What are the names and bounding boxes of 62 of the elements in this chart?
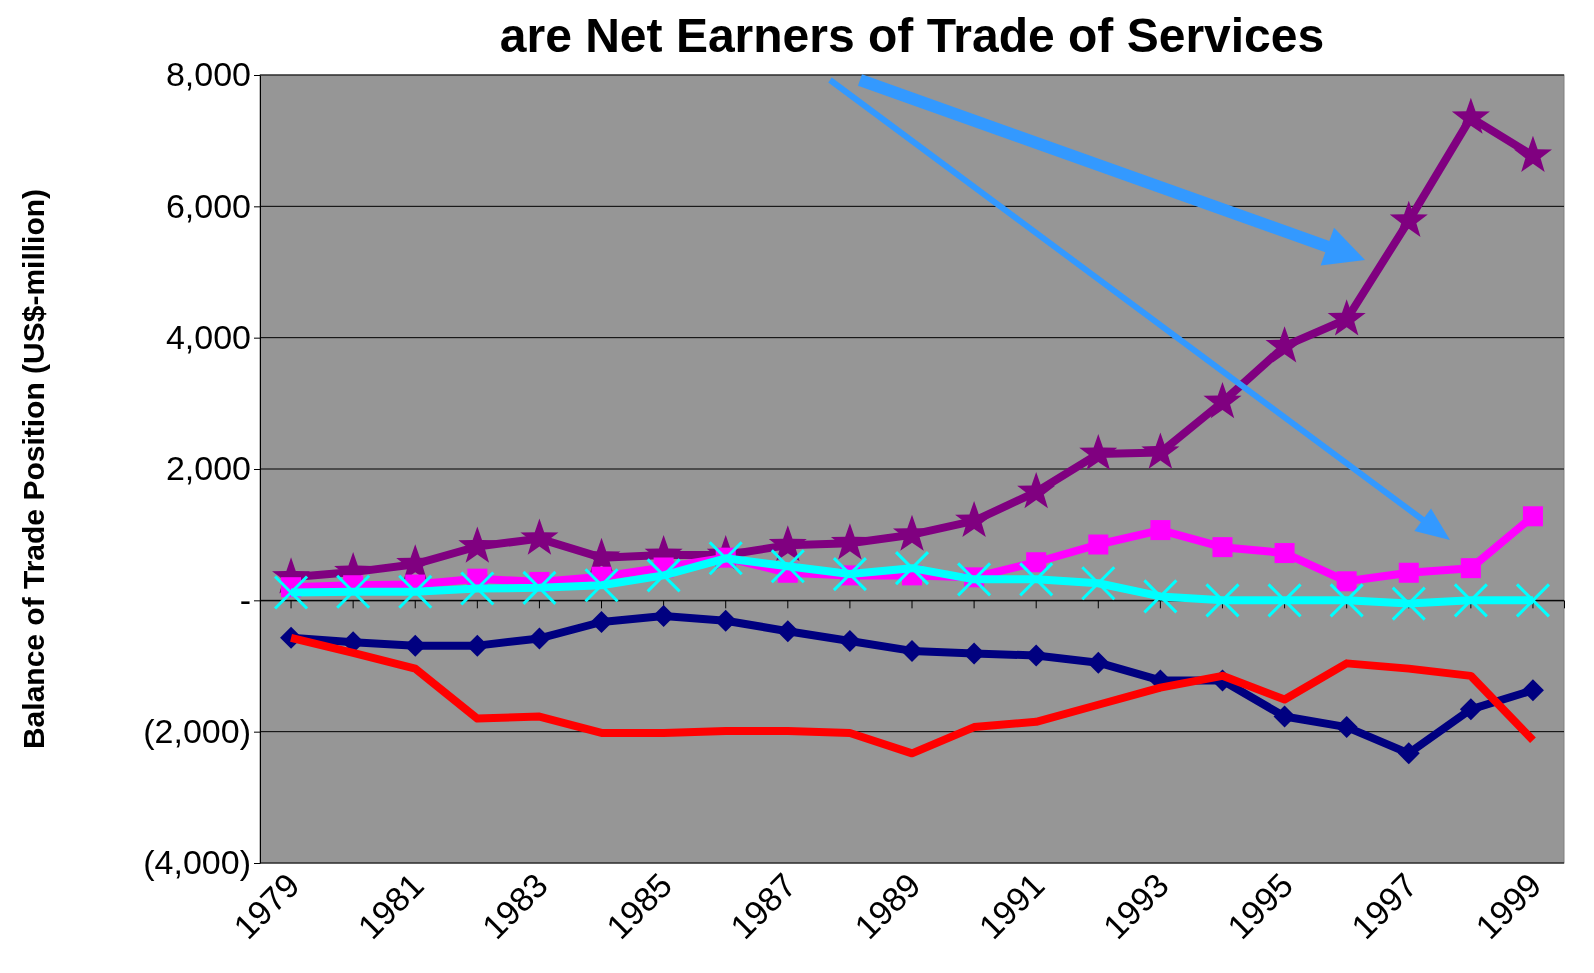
point: [1203, 382, 1242, 419]
point: [520, 518, 559, 555]
point: [1389, 200, 1428, 237]
point: [1336, 571, 1357, 592]
point: [335, 574, 371, 610]
point: [584, 567, 620, 603]
point: [1080, 565, 1116, 601]
y-tick-label: 8,000: [165, 55, 251, 94]
y-tick-label: 2,000: [165, 449, 251, 488]
point: [1391, 586, 1427, 622]
point: [1026, 552, 1047, 573]
point: [1327, 299, 1366, 336]
point: [832, 556, 868, 592]
point: [768, 525, 807, 562]
point: [1515, 582, 1551, 618]
y-axis-title: Balance of Trade Position (US$-million): [17, 188, 50, 750]
y-tick-label: -: [239, 580, 251, 619]
point: [1017, 471, 1056, 509]
y-tick-label: 6,000: [165, 186, 251, 225]
point: [1142, 578, 1178, 614]
point: [397, 574, 433, 610]
point: [1018, 561, 1054, 597]
point: [1513, 135, 1552, 172]
point: [1212, 537, 1233, 558]
point: [521, 570, 557, 606]
point: [1329, 582, 1365, 618]
point: [528, 627, 551, 650]
point: [646, 557, 682, 593]
point: [838, 630, 861, 653]
point: [459, 571, 495, 607]
point: [776, 620, 799, 643]
point: [1204, 582, 1240, 618]
y-tick-label: 4,000: [165, 318, 251, 357]
point: [1397, 742, 1420, 765]
point: [1398, 562, 1419, 583]
point: [956, 561, 992, 597]
point: [273, 574, 309, 610]
point: [1150, 520, 1171, 541]
point: [830, 523, 869, 560]
point: [652, 605, 675, 628]
point: [894, 550, 930, 586]
point: [1522, 506, 1543, 527]
point: [1459, 698, 1482, 721]
point: [1088, 534, 1109, 555]
point: [1273, 705, 1296, 728]
point: [1087, 651, 1110, 674]
point: [1079, 433, 1118, 471]
point: [1451, 97, 1490, 134]
y-tick-label: (2,000): [143, 712, 251, 751]
point: [770, 548, 806, 584]
point: [1460, 558, 1481, 579]
point: [1025, 644, 1048, 667]
chart-title: are Net Earners of Trade of Services: [499, 9, 1325, 62]
point: [901, 639, 923, 662]
point: [590, 611, 613, 633]
point: [1267, 582, 1303, 618]
point: [1141, 432, 1180, 469]
point: [1274, 543, 1295, 564]
point: [1521, 679, 1544, 702]
point: [1453, 582, 1489, 618]
point: [1335, 716, 1358, 739]
point: [458, 526, 497, 563]
